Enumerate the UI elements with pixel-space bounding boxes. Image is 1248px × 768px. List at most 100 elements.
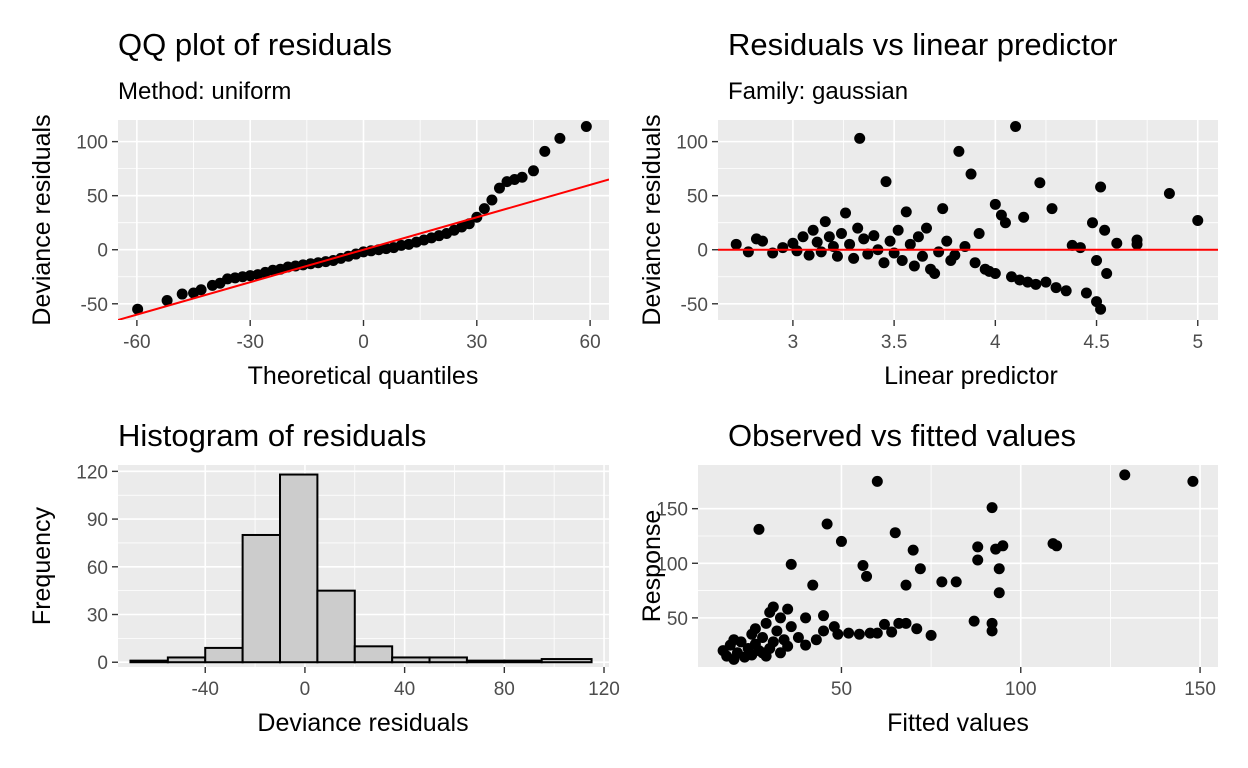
ovf-point	[993, 587, 1005, 599]
ovf-point	[774, 647, 786, 659]
rvl-point	[868, 230, 880, 242]
rvl-y-tick-label: -50	[681, 295, 708, 316]
hist-bar	[279, 473, 319, 664]
qq-point	[161, 295, 173, 307]
rvl-point	[929, 268, 941, 280]
rvl-panel: Residuals vs linear predictor Family: ga…	[638, 27, 1218, 390]
hist-mark-group	[129, 473, 593, 664]
hist-bar	[465, 659, 506, 664]
ovf-point	[861, 570, 873, 582]
hist-marks	[129, 473, 593, 664]
rvl-point	[937, 203, 949, 215]
rvl-point	[949, 249, 961, 261]
ovf-point	[818, 625, 830, 637]
qq-point	[195, 284, 207, 296]
ovf-point	[997, 540, 1009, 552]
ovf-point	[821, 518, 833, 530]
ovf-point	[871, 627, 883, 639]
rvl-y-tick-label: 100	[676, 133, 708, 154]
rvl-xlabel: Linear predictor	[884, 362, 1058, 390]
qq-point	[486, 194, 498, 206]
ovf-y-tick-label: 100	[656, 554, 688, 575]
hist-bar	[129, 659, 169, 664]
rvl-point	[1010, 120, 1022, 132]
hist-bar	[391, 656, 431, 664]
hist-ylabel: Frequency	[28, 506, 56, 625]
ovf-point	[972, 541, 984, 553]
rvl-point	[1192, 215, 1204, 227]
ovf-point	[753, 523, 765, 535]
ovf-title: Observed vs fitted values	[728, 418, 1076, 453]
ovf-point	[800, 639, 812, 651]
rvl-point	[969, 257, 981, 269]
qq-point	[527, 165, 539, 177]
rvl-point	[1018, 211, 1030, 223]
ovf-point	[925, 629, 937, 641]
qq-point	[580, 120, 592, 132]
rvl-point	[908, 260, 920, 272]
hist-bar	[353, 645, 394, 664]
ovf-point	[871, 475, 883, 487]
ovf-point	[785, 621, 797, 633]
hist-x-tick-label: 80	[494, 679, 515, 700]
rvl-point	[797, 231, 809, 243]
qq-point	[176, 288, 188, 300]
qq-x-tick-label: -30	[236, 332, 263, 353]
rvl-point	[815, 246, 827, 258]
ovf-point	[832, 628, 844, 640]
rvl-point	[1040, 276, 1052, 288]
ovf-point	[907, 544, 919, 556]
rvl-point	[1111, 237, 1123, 249]
ovf-ylabel: Response	[638, 510, 666, 623]
qq-point	[554, 132, 566, 144]
ovf-point	[818, 610, 830, 622]
ovf-point	[986, 617, 998, 629]
ovf-point	[835, 535, 847, 547]
ovf-point	[972, 554, 984, 566]
ovf-point	[1051, 540, 1063, 552]
rvl-point	[900, 206, 912, 218]
rvl-point	[1046, 203, 1058, 215]
rvl-point	[1050, 282, 1062, 294]
rvl-point	[840, 207, 852, 219]
ovf-point	[914, 563, 926, 575]
ovf-panel: Observed vs fitted values 50 100 150 50 100 1…	[638, 418, 1218, 737]
qq-title: QQ plot of residuals	[118, 27, 392, 62]
ovf-y-tick-label: 50	[667, 609, 688, 630]
qq-y-tick-label: -50	[81, 295, 108, 316]
rvl-ylabel: Deviance residuals	[638, 114, 666, 325]
hist-bar	[503, 659, 543, 664]
rvl-point	[803, 249, 815, 261]
ovf-point	[782, 603, 794, 615]
hist-x-tick-label: 0	[300, 679, 311, 700]
ovf-point	[767, 601, 779, 613]
ovf-point	[993, 563, 1005, 575]
qq-y-tick-label: 50	[87, 187, 108, 208]
rvl-point	[1101, 268, 1113, 280]
rvl-point	[1095, 181, 1107, 193]
qq-y-tick-label: 0	[97, 241, 108, 262]
ovf-marks	[717, 469, 1199, 665]
qq-point	[539, 145, 551, 157]
ovf-mark-group	[717, 469, 1199, 665]
ovf-point	[749, 623, 761, 635]
qq-ylabel: Deviance residuals	[28, 114, 56, 325]
hist-bar	[204, 646, 244, 664]
rvl-x-tick-label: 4.5	[1083, 332, 1109, 353]
rvl-point	[811, 236, 823, 248]
ovf-point	[757, 632, 769, 644]
rvl-point	[852, 222, 864, 234]
ovf-point	[807, 579, 819, 591]
rvl-point	[921, 222, 933, 234]
ovf-point	[878, 618, 890, 630]
rvl-point	[1074, 242, 1086, 254]
rvl-y-tick-label: 0	[697, 241, 708, 262]
ovf-ticks: 50 100 150 50 100 150	[656, 500, 1216, 700]
ovf-x-tick-label: 150	[1184, 679, 1216, 700]
ovf-point	[936, 576, 948, 588]
hist-y-tick-label: 120	[76, 462, 108, 483]
rvl-point	[1163, 188, 1175, 200]
ovf-point	[810, 634, 822, 646]
rvl-point	[1060, 285, 1072, 297]
